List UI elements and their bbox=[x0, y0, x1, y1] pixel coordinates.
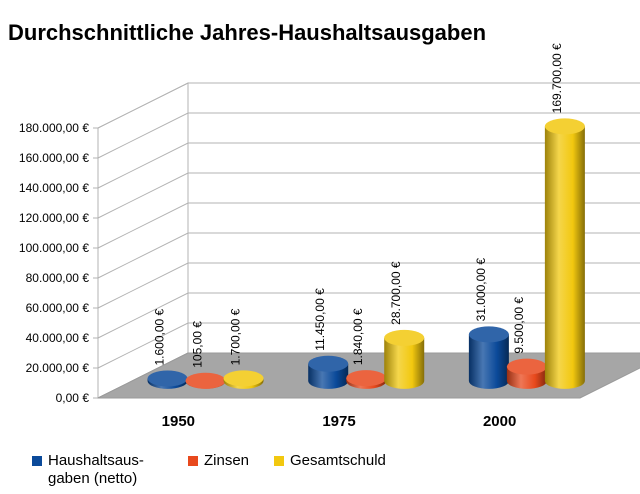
data-label: 1.600,00 € bbox=[153, 308, 167, 365]
legend-swatch-haushaltsausgaben bbox=[32, 456, 42, 466]
gridline bbox=[97, 232, 640, 279]
y-tick-label: 0,00 € bbox=[56, 391, 90, 405]
data-label: 1.700,00 € bbox=[229, 308, 243, 365]
bar bbox=[506, 358, 547, 389]
y-tick-label: 40.000,00 € bbox=[26, 331, 90, 345]
bar-top bbox=[346, 370, 387, 387]
y-tick-label: 100.000,00 € bbox=[19, 241, 89, 255]
y-tick-label: 120.000,00 € bbox=[19, 211, 89, 225]
y-tick-label: 140.000,00 € bbox=[19, 181, 89, 195]
bar-top bbox=[147, 370, 188, 387]
gridline bbox=[97, 292, 640, 339]
legend-swatch-zinsen bbox=[188, 456, 198, 466]
gridline bbox=[97, 322, 640, 369]
gridline bbox=[97, 262, 640, 309]
data-label: 11.450,00 € bbox=[313, 288, 327, 351]
legend-label-gesamtschuld: Gesamtschuld bbox=[290, 452, 386, 469]
data-label: 31.000,00 € bbox=[474, 258, 488, 322]
y-tick-label: 180.000,00 € bbox=[19, 121, 89, 135]
y-tick-label: 80.000,00 € bbox=[26, 271, 90, 285]
bar-top bbox=[384, 329, 425, 346]
bar-body bbox=[384, 337, 425, 389]
gridline bbox=[97, 82, 640, 129]
data-label: 28.700,00 € bbox=[389, 261, 403, 325]
y-tick-label: 20.000,00 € bbox=[26, 361, 90, 375]
bar-top bbox=[544, 118, 585, 135]
data-label: 1.840,00 € bbox=[351, 308, 365, 365]
data-label: 9.500,00 € bbox=[512, 297, 526, 354]
bar bbox=[147, 370, 188, 389]
bar bbox=[468, 326, 509, 389]
bar-body bbox=[468, 334, 509, 389]
bar-top bbox=[308, 355, 349, 372]
bar bbox=[223, 370, 264, 389]
chart-title: Durchschnittliche Jahres-Haushaltsausgab… bbox=[8, 20, 487, 45]
legend-label-zinsen: Zinsen bbox=[204, 452, 250, 469]
x-category-label: 1975 bbox=[322, 413, 355, 430]
side-wall bbox=[97, 82, 189, 399]
bar bbox=[185, 372, 226, 389]
gridline bbox=[97, 142, 640, 189]
data-labels: 1.600,00 € 105,00 € 1.700,00 € 11.450,00 € 1… bbox=[153, 43, 564, 368]
data-label: 169.700,00 € bbox=[550, 43, 564, 113]
bar-body bbox=[544, 126, 585, 389]
legend-label-haushaltsausgaben: Haushaltsaus- gaben (netto) bbox=[48, 452, 144, 487]
bar bbox=[308, 355, 349, 389]
data-label: 105,00 € bbox=[191, 321, 205, 368]
bar-top bbox=[468, 326, 509, 343]
bar bbox=[346, 370, 387, 389]
gridlines bbox=[97, 82, 640, 399]
bars bbox=[147, 118, 585, 389]
gridline bbox=[97, 112, 640, 159]
bar bbox=[384, 329, 425, 389]
x-category-label: 2000 bbox=[483, 413, 516, 430]
gridline bbox=[97, 202, 640, 249]
y-tick-label: 60.000,00 € bbox=[26, 301, 90, 315]
y-tick-label: 160.000,00 € bbox=[19, 151, 89, 165]
bar-top bbox=[185, 372, 226, 389]
bar-top bbox=[506, 358, 547, 375]
gridline bbox=[97, 172, 640, 219]
bar-top bbox=[223, 370, 264, 387]
x-category-label: 1950 bbox=[162, 413, 195, 430]
legend-swatch-gesamtschuld bbox=[274, 456, 284, 466]
bar bbox=[544, 118, 585, 389]
